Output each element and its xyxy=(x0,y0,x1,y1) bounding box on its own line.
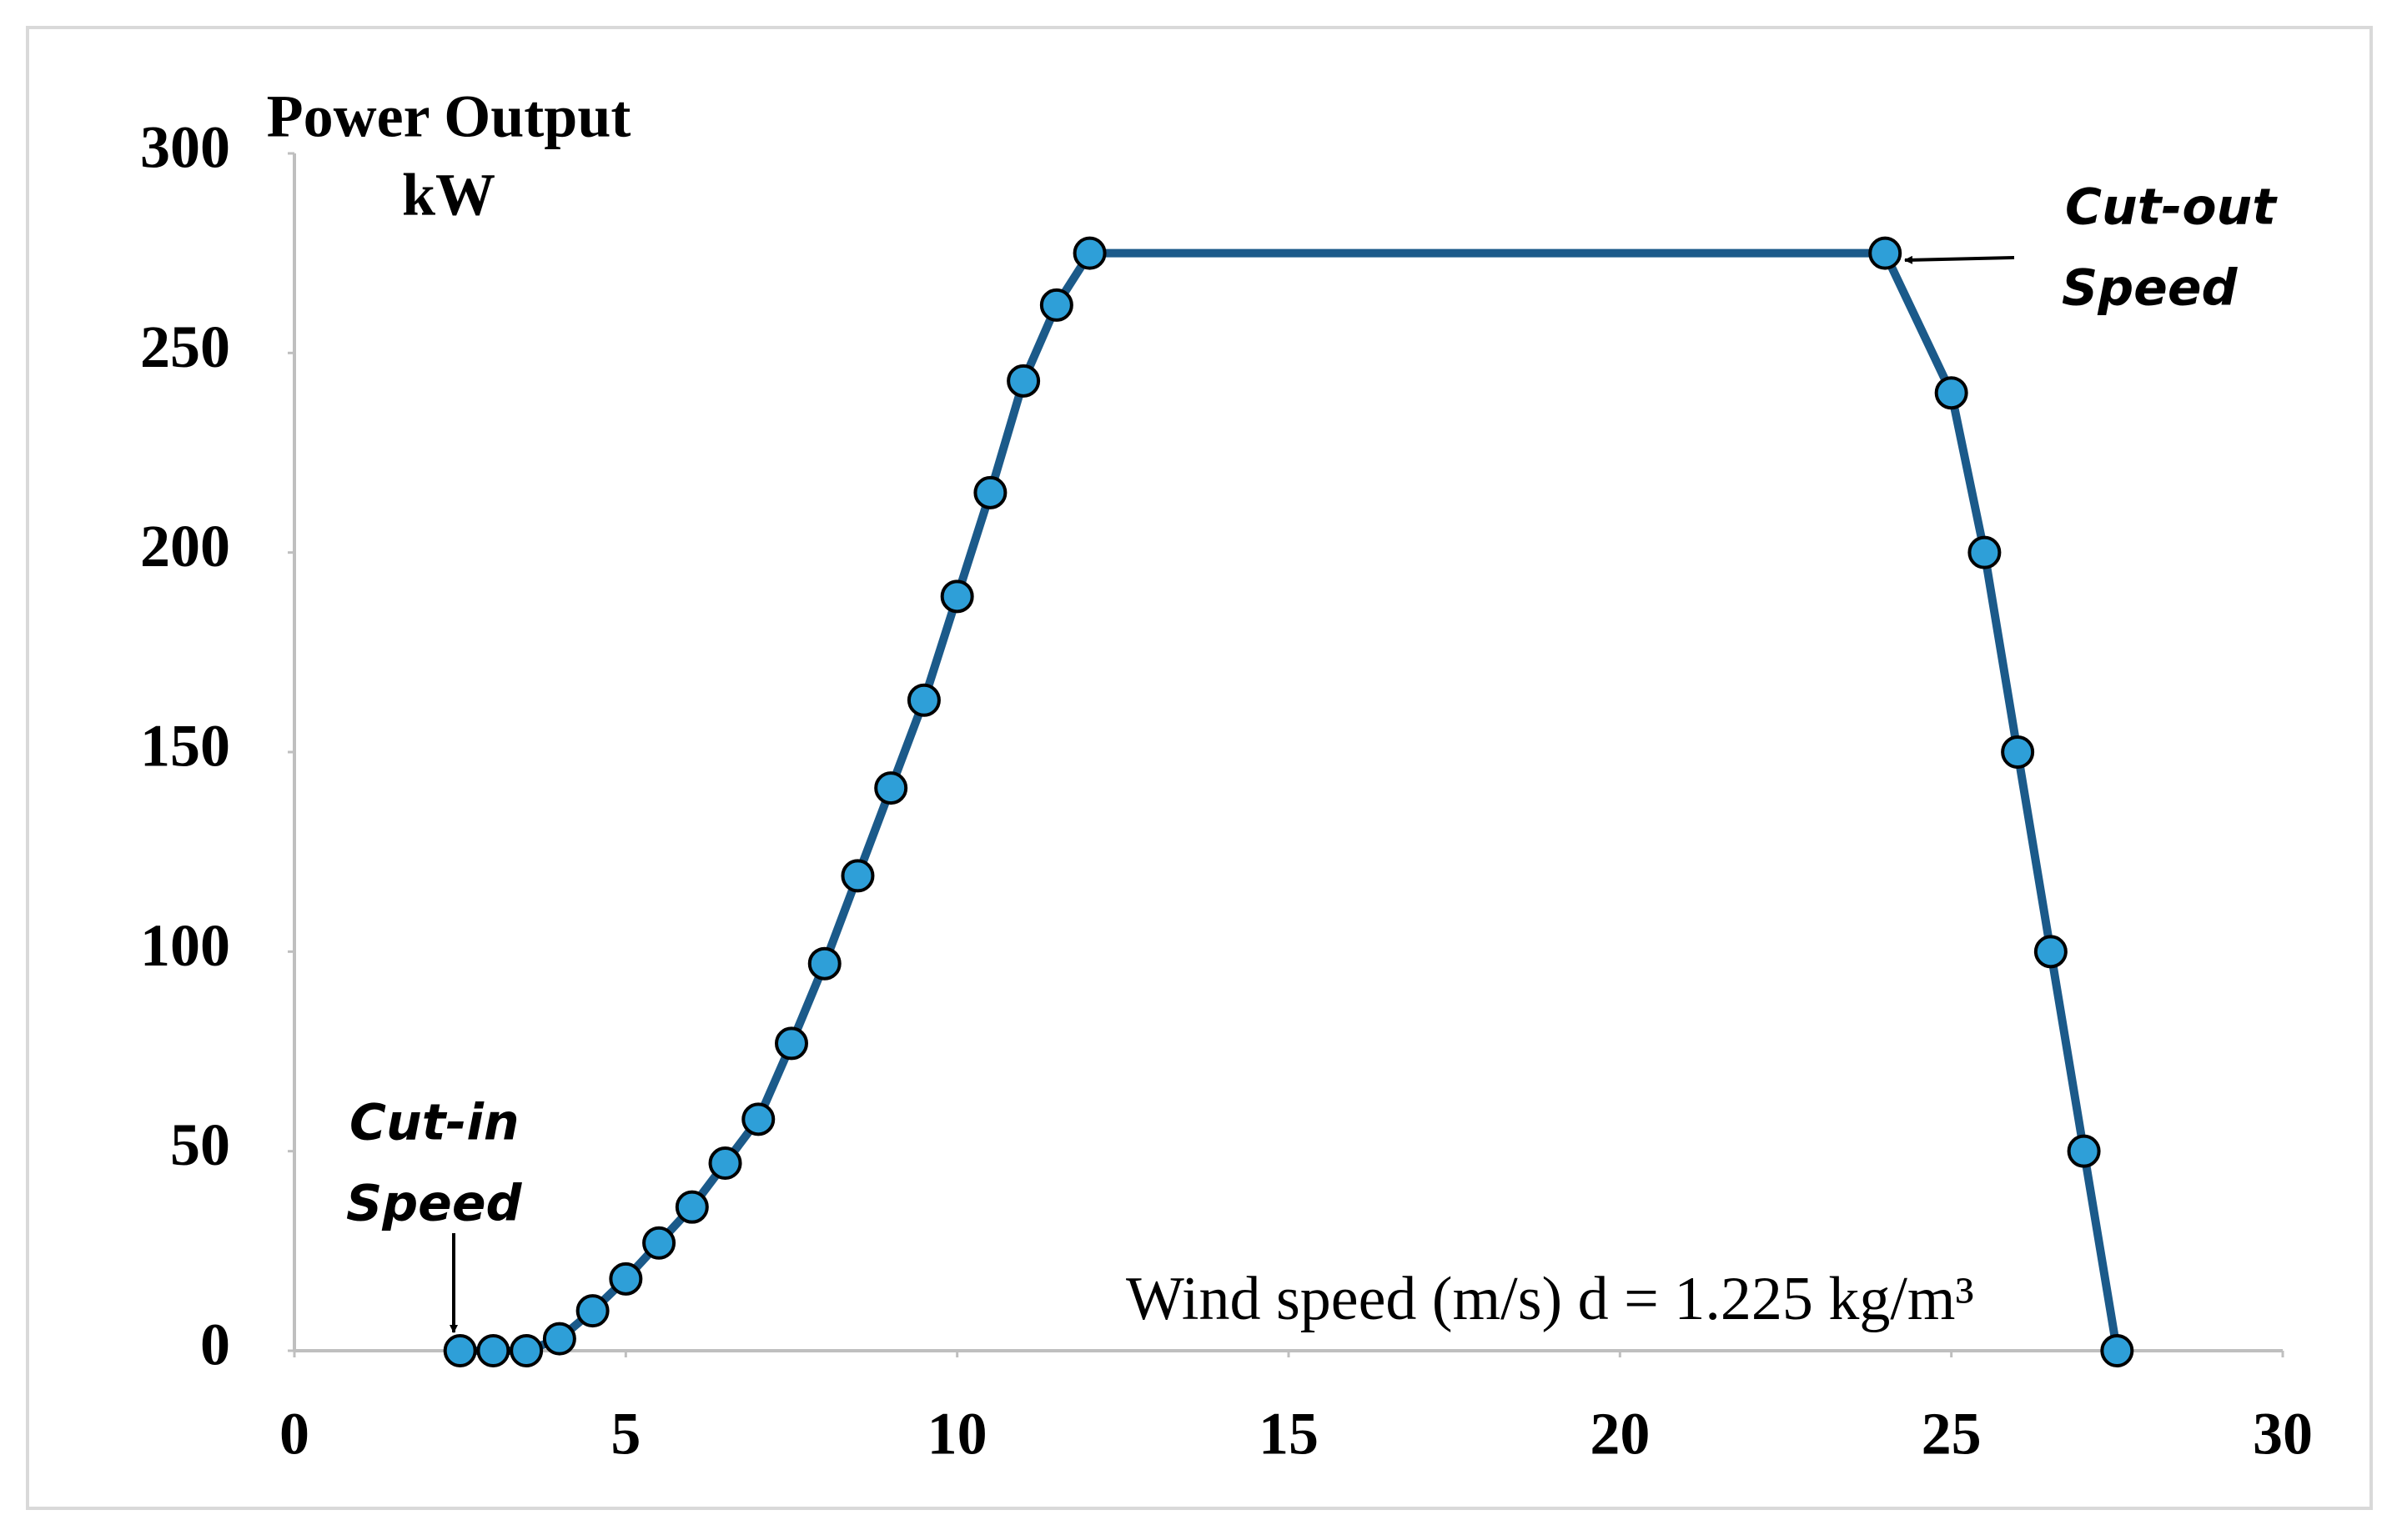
x-tick-label: 5 xyxy=(611,1401,641,1467)
data-point xyxy=(874,771,908,805)
data-point xyxy=(642,1226,676,1260)
x-tick-label: 20 xyxy=(1590,1401,1650,1467)
y-tick-label: 0 xyxy=(200,1312,230,1378)
x-tick-label: 15 xyxy=(1259,1401,1319,1467)
data-point xyxy=(609,1262,643,1296)
data-point xyxy=(907,683,941,717)
x-tick-label: 30 xyxy=(2253,1401,2313,1467)
data-point xyxy=(1868,236,1902,270)
data-point xyxy=(1039,288,1073,322)
annotation: Cut-out xyxy=(2065,178,2278,237)
annotation-arrow xyxy=(1904,255,2015,264)
y-tick-label: 200 xyxy=(140,513,230,579)
data-point xyxy=(775,1026,808,1061)
y-tick-label: 250 xyxy=(140,314,230,380)
data-point xyxy=(708,1146,742,1181)
y-tick-label: 300 xyxy=(140,114,230,181)
data-point xyxy=(973,475,1008,509)
chart-frame xyxy=(26,26,2373,1510)
data-point xyxy=(575,1294,610,1328)
y-tick-label: 150 xyxy=(140,713,230,780)
data-point xyxy=(1073,236,1107,270)
data-point xyxy=(476,1334,510,1367)
data-point xyxy=(1007,364,1041,398)
data-point xyxy=(2100,1334,2134,1367)
data-point xyxy=(2001,735,2035,769)
data-point xyxy=(510,1334,544,1367)
y-axis-label: kW xyxy=(402,162,495,228)
data-point xyxy=(443,1334,477,1367)
x-tick-label: 10 xyxy=(927,1401,987,1467)
y-tick-label: 100 xyxy=(140,912,230,979)
data-point xyxy=(841,859,875,893)
annotation: Speed xyxy=(2062,259,2239,318)
data-point xyxy=(2033,935,2068,969)
x-tick-label: 0 xyxy=(279,1401,309,1467)
x-axis-label: Wind speed (m/s) d = 1.225 kg/m³ xyxy=(1126,1265,1974,1333)
y-axis-label: Power Output xyxy=(267,83,631,150)
annotation: Cut-in xyxy=(349,1094,520,1152)
data-point xyxy=(2067,1134,2101,1168)
data-point xyxy=(1934,376,1968,410)
data-point xyxy=(741,1102,776,1136)
data-point xyxy=(807,946,842,981)
data-point xyxy=(675,1190,709,1224)
annotation: Speed xyxy=(346,1175,523,1233)
y-tick-label: 50 xyxy=(170,1111,230,1178)
data-point xyxy=(1967,535,2002,569)
data-point xyxy=(940,579,974,614)
data-point xyxy=(542,1322,576,1356)
x-tick-label: 25 xyxy=(1922,1401,1982,1467)
